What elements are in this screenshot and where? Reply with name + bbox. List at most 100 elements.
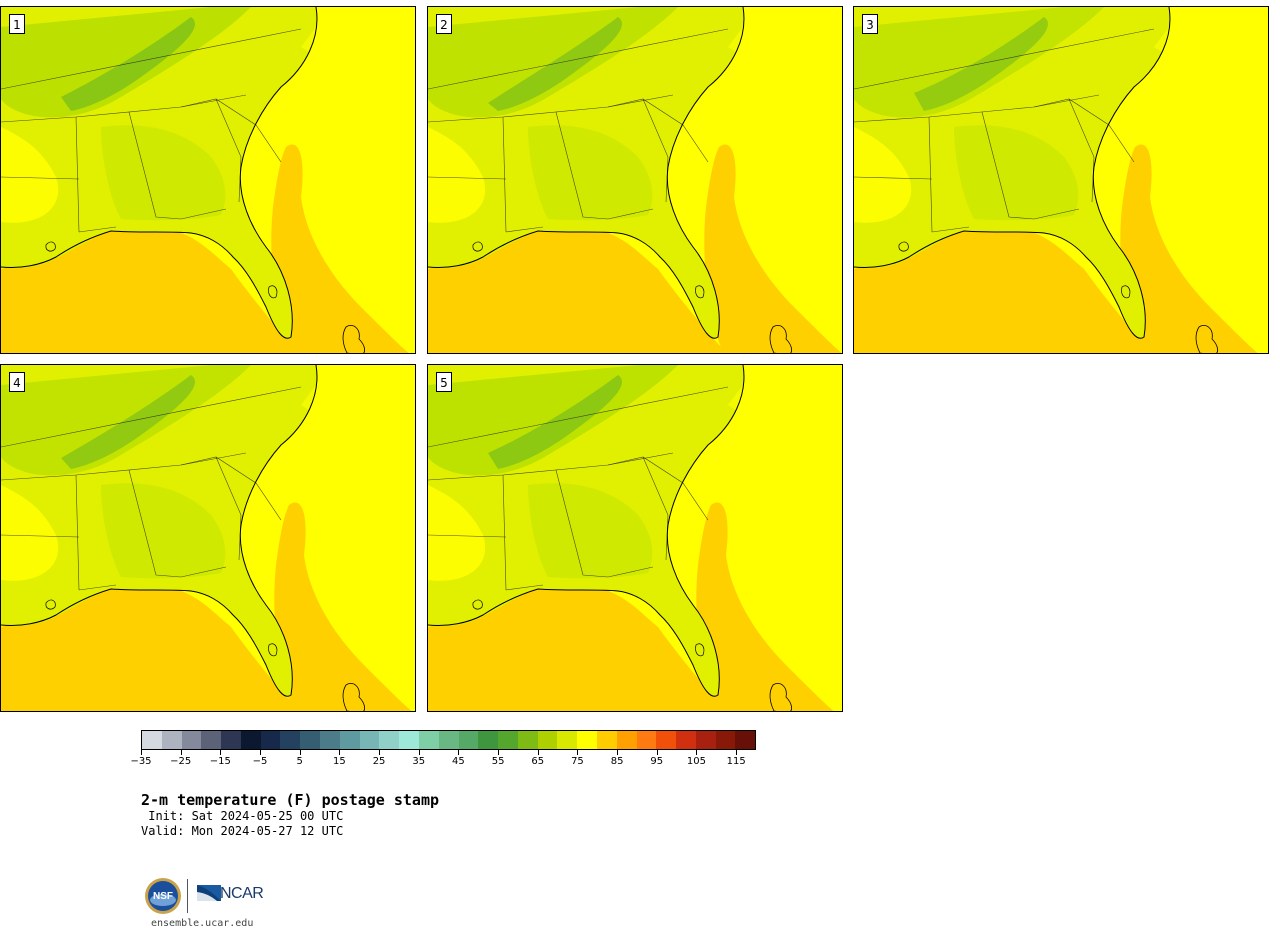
colorbar-tick [498, 750, 500, 755]
state-boundary [854, 28, 1155, 90]
colorbar-tick [617, 750, 619, 755]
ncar-logo-icon [197, 885, 221, 901]
appalachian-ridge [914, 17, 1048, 111]
state-boundary [180, 456, 282, 521]
state-boundary [505, 226, 544, 233]
colorbar-swatch [596, 731, 617, 749]
colorbar-tick-label: −5 [252, 756, 268, 767]
state-boundary [931, 226, 970, 233]
panel-5: 5 [427, 364, 843, 712]
warm-inland-west [1, 127, 59, 223]
appalachian-ridge [61, 375, 195, 469]
panel-number-2: 2 [436, 14, 452, 34]
state-boundary [981, 111, 1080, 220]
valid-time: Valid: Mon 2024-05-27 12 UTC [141, 824, 344, 838]
colorbar-swatch [656, 731, 677, 749]
warm-offshore-northeast [728, 7, 842, 149]
colorbar-tick [299, 750, 301, 755]
state-boundary [1, 534, 80, 538]
lake-pontchartrain [898, 241, 909, 252]
colorbar-tick-label: 95 [650, 756, 664, 767]
colorbar-swatch [201, 731, 222, 749]
colorbar-tick-label: 15 [333, 756, 346, 767]
colorbar-tick [339, 750, 341, 755]
logo-divider [187, 879, 188, 913]
colorbar-swatch [517, 731, 538, 749]
lake-pontchartrain [472, 599, 483, 610]
lake-pontchartrain [45, 241, 56, 252]
colorbar-tick [656, 750, 658, 755]
state-boundary [75, 116, 80, 233]
state-boundary [555, 111, 654, 220]
state-boundary [854, 176, 933, 180]
warm-offshore-northeast [301, 7, 415, 149]
temperature-colorbar [141, 730, 756, 750]
bahamas-islands [769, 682, 792, 711]
interior-cooler-patch [528, 483, 653, 579]
colorbar-swatch [616, 731, 637, 749]
colorbar-swatch [359, 731, 380, 749]
state-boundary [1, 176, 80, 180]
colorbar-tick-label: −35 [130, 756, 152, 767]
lake-okeechobee [268, 285, 278, 299]
logos: NSF NCAR [144, 877, 274, 917]
colorbar-swatch [339, 731, 360, 749]
panel-2: 2 [427, 6, 843, 354]
state-boundary [642, 98, 669, 203]
interior-cooler-patch [528, 125, 653, 221]
colorbar-tick [458, 750, 460, 755]
state-boundary [1033, 98, 1135, 163]
gulf-of-mexico [854, 231, 1153, 353]
state-boundary [78, 226, 117, 233]
colorbar-tick-label: 75 [571, 756, 584, 767]
state-boundary [428, 386, 729, 448]
state-boundary [215, 456, 242, 561]
colorbar-tick-label: 65 [531, 756, 545, 767]
state-boundary [428, 94, 674, 123]
colorbar-swatch [280, 731, 301, 749]
state-boundary [75, 474, 80, 591]
state-boundary [502, 116, 507, 233]
state-boundary [502, 474, 507, 591]
colorbar-swatch [260, 731, 281, 749]
colorbar-tick [180, 750, 182, 755]
state-boundary [428, 452, 674, 481]
colorbar-tick [418, 750, 420, 755]
colorbar-tick-label: 5 [296, 756, 303, 767]
coastline [428, 365, 745, 697]
state-boundary [428, 176, 507, 180]
warm-inland-west [428, 485, 486, 581]
colorbar-tick [141, 750, 142, 755]
state-boundary [215, 98, 242, 203]
panel-number-5: 5 [436, 372, 452, 392]
interior-cooler-patch [954, 125, 1079, 221]
gulf-of-mexico [1, 231, 300, 353]
panel-number-3: 3 [862, 14, 878, 34]
colorbar-swatch [320, 731, 340, 749]
gulf-of-mexico [428, 231, 727, 353]
colorbar-tick-label: 115 [726, 756, 746, 767]
colorbar-tick-label: 45 [452, 756, 465, 767]
temperature-map-3 [854, 7, 1268, 353]
colorbar-swatch [478, 731, 499, 749]
lake-okeechobee [695, 285, 705, 299]
warm-offshore-northeast [301, 365, 415, 507]
colorbar-swatch [695, 731, 716, 749]
state-boundary [1068, 98, 1095, 203]
warm-inland-west [854, 127, 912, 223]
bahamas-islands [342, 682, 365, 711]
state-boundary [1, 28, 302, 90]
colorbar-tick-label: −15 [209, 756, 231, 767]
colorbar-tick [696, 750, 698, 755]
lake-pontchartrain [45, 599, 56, 610]
colorbar-tick-label: 85 [610, 756, 624, 767]
coastline [854, 7, 1171, 339]
state-boundary [428, 28, 729, 90]
appalachian-ridge [488, 375, 622, 469]
colorbar-tick-label: 55 [491, 756, 505, 767]
warm-current-band [271, 144, 409, 353]
appalachian-ridge [488, 17, 622, 111]
state-boundary [1, 452, 247, 481]
bahamas-islands [769, 324, 792, 353]
colorbar-swatch [715, 731, 736, 749]
